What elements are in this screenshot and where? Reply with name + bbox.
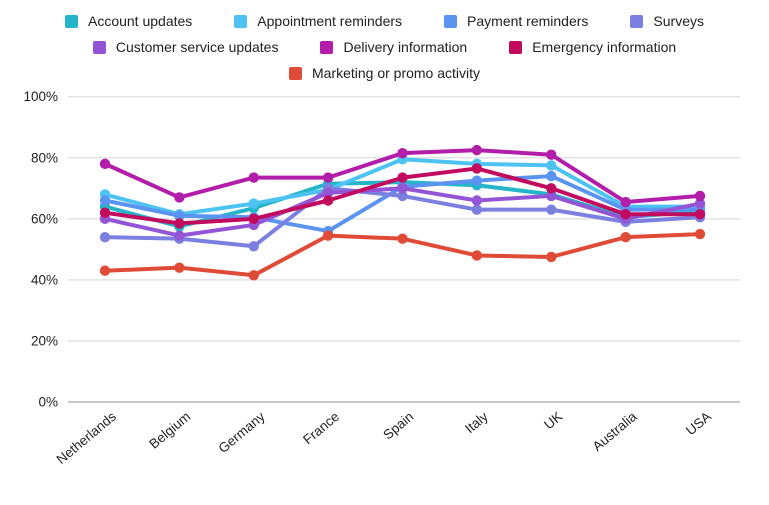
legend-item-delivery-information: Delivery information bbox=[320, 36, 467, 58]
chart-legend: Account updates Appointment reminders Paym… bbox=[35, 10, 735, 84]
data-point-marketing-or-promo-activity-italy bbox=[471, 250, 483, 261]
legend-swatch-delivery-information bbox=[320, 40, 334, 54]
x-tick-label: Australia bbox=[590, 408, 640, 454]
data-point-customer-service-updates-belgium bbox=[174, 230, 185, 241]
legend-item-customer-service-updates: Customer service updates bbox=[92, 36, 279, 58]
legend-label: Payment reminders bbox=[467, 13, 589, 29]
data-point-marketing-or-promo-activity-belgium bbox=[174, 262, 185, 273]
data-point-marketing-or-promo-activity-spain bbox=[397, 233, 408, 244]
data-point-surveys-italy bbox=[471, 204, 483, 215]
legend-label: Customer service updates bbox=[115, 39, 279, 55]
legend-label: Delivery information bbox=[343, 39, 468, 55]
data-point-marketing-or-promo-activity-netherlands bbox=[99, 265, 111, 276]
data-point-emergency-information-belgium bbox=[174, 218, 185, 229]
y-tick-label: 40% bbox=[31, 272, 58, 287]
data-point-emergency-information-italy bbox=[471, 163, 483, 174]
legend-item-appointment-reminders: Appointment reminders bbox=[234, 10, 402, 32]
data-point-emergency-information-uk bbox=[546, 183, 557, 194]
x-tick-label: Belgium bbox=[146, 409, 193, 452]
legend-label: Marketing or promo activity bbox=[311, 65, 481, 81]
data-point-emergency-information-netherlands bbox=[99, 207, 111, 218]
x-tick-australia: Australia bbox=[590, 408, 640, 454]
data-point-delivery-information-germany bbox=[248, 172, 259, 183]
legend-swatch-payment-reminders bbox=[444, 14, 458, 28]
legend-swatch-emergency-information bbox=[509, 40, 523, 54]
x-tick-italy: Italy bbox=[462, 409, 491, 437]
data-point-emergency-information-australia bbox=[620, 209, 631, 220]
legend-item-marketing-or-promo-activity: Marketing or promo activity bbox=[288, 62, 481, 84]
legend-swatch-account-updates bbox=[64, 14, 78, 28]
data-point-customer-service-updates-uk bbox=[546, 190, 557, 202]
data-point-delivery-information-uk bbox=[546, 149, 557, 160]
x-tick-france: France bbox=[300, 409, 342, 448]
data-point-appointment-reminders-uk bbox=[546, 160, 557, 171]
data-point-appointment-reminders-germany bbox=[248, 198, 259, 209]
y-tick-label: 60% bbox=[31, 211, 58, 226]
data-point-marketing-or-promo-activity-uk bbox=[546, 251, 557, 263]
x-tick-label: Italy bbox=[462, 409, 491, 437]
data-point-emergency-information-france bbox=[322, 195, 334, 206]
data-point-delivery-information-italy bbox=[471, 144, 483, 156]
data-point-customer-service-updates-france bbox=[322, 187, 334, 199]
chart-page: Account updates Appointment reminders Paym… bbox=[0, 10, 769, 505]
legend-label: Appointment reminders bbox=[257, 13, 403, 29]
data-point-delivery-information-usa bbox=[694, 190, 706, 202]
data-point-customer-service-updates-italy bbox=[471, 195, 483, 206]
data-point-customer-service-updates-usa bbox=[694, 198, 706, 209]
data-point-surveys-uk bbox=[546, 204, 557, 215]
data-point-delivery-information-spain bbox=[397, 147, 408, 159]
line-chart: 0% 20% 40% 60% 80% 100% Netherlands Belgium Germ… bbox=[23, 89, 740, 467]
data-point-marketing-or-promo-activity-france bbox=[322, 230, 334, 241]
data-point-customer-service-updates-spain bbox=[397, 183, 408, 194]
legend-item-account-updates: Account updates bbox=[64, 10, 193, 32]
legend-label: Account updates bbox=[87, 13, 193, 29]
legend-label: Surveys bbox=[653, 13, 704, 29]
data-point-payment-reminders-netherlands bbox=[99, 195, 111, 206]
x-tick-uk: UK bbox=[541, 409, 565, 433]
series-delivery-information bbox=[99, 144, 706, 208]
x-tick-spain: Spain bbox=[380, 409, 416, 443]
legend-item-surveys: Surveys bbox=[630, 10, 704, 32]
legend-swatch-marketing-or-promo-activity bbox=[288, 66, 302, 80]
x-tick-label: Netherlands bbox=[54, 409, 120, 467]
data-point-emergency-information-usa bbox=[694, 209, 706, 220]
series-emergency-information bbox=[99, 163, 706, 229]
y-tick-label: 100% bbox=[23, 89, 58, 104]
legend-swatch-surveys bbox=[630, 14, 644, 28]
x-tick-belgium: Belgium bbox=[146, 409, 193, 452]
data-point-emergency-information-germany bbox=[248, 213, 259, 225]
data-point-marketing-or-promo-activity-usa bbox=[694, 228, 706, 240]
y-tick-label: 0% bbox=[38, 395, 58, 410]
x-tick-label: USA bbox=[683, 409, 714, 438]
legend-label: Emergency information bbox=[532, 39, 677, 55]
x-tick-usa: USA bbox=[683, 409, 714, 438]
data-point-marketing-or-promo-activity-australia bbox=[620, 231, 631, 243]
data-point-payment-reminders-belgium bbox=[174, 210, 185, 221]
data-point-surveys-spain bbox=[397, 190, 408, 202]
data-point-marketing-or-promo-activity-germany bbox=[248, 270, 259, 281]
y-tick-label: 80% bbox=[31, 150, 58, 165]
data-point-surveys-germany bbox=[248, 241, 259, 252]
y-tick-label: 20% bbox=[31, 333, 58, 348]
legend-item-payment-reminders: Payment reminders bbox=[444, 10, 588, 32]
x-tick-netherlands: Netherlands bbox=[54, 409, 120, 467]
data-point-delivery-information-belgium bbox=[174, 192, 185, 203]
legend-swatch-appointment-reminders bbox=[234, 14, 248, 28]
legend-item-emergency-information: Emergency information bbox=[509, 36, 676, 58]
data-point-emergency-information-spain bbox=[397, 172, 408, 183]
data-point-delivery-information-france bbox=[322, 172, 334, 183]
data-point-surveys-netherlands bbox=[99, 231, 111, 243]
legend-swatch-customer-service-updates bbox=[92, 40, 106, 54]
series-marketing-or-promo-activity bbox=[99, 228, 706, 281]
x-tick-label: Spain bbox=[380, 409, 416, 443]
x-tick-label: UK bbox=[541, 409, 565, 433]
data-point-delivery-information-australia bbox=[620, 196, 631, 208]
data-point-delivery-information-netherlands bbox=[99, 158, 111, 170]
x-tick-label: Germany bbox=[215, 409, 267, 456]
x-tick-germany: Germany bbox=[215, 409, 267, 456]
x-tick-label: France bbox=[300, 409, 342, 448]
data-point-payment-reminders-italy bbox=[471, 175, 483, 186]
data-point-payment-reminders-uk bbox=[546, 170, 557, 182]
